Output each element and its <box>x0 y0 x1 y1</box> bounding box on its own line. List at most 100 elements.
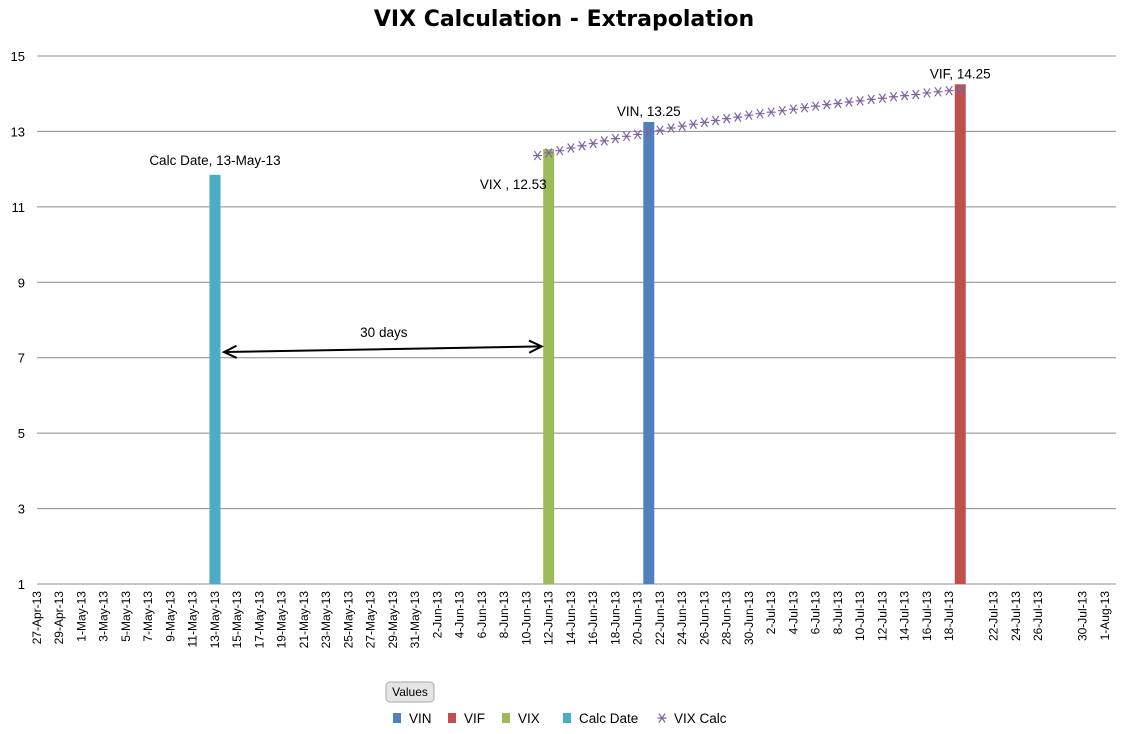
x-tick-label: 26-Jul-13 <box>1031 591 1045 641</box>
bar-vix <box>543 149 555 584</box>
vix-calc-point <box>677 121 687 131</box>
x-tick-label: 15-May-13 <box>230 591 244 649</box>
vix-calc-point <box>800 102 810 113</box>
vix-calc-point <box>866 94 876 105</box>
data-label-vif: VIF, 14.25 <box>930 66 991 81</box>
x-tick-label: 24-Jul-13 <box>1009 591 1023 641</box>
annotation-label: 30 days <box>360 325 408 340</box>
legend-label-vin: VIN <box>409 711 432 726</box>
y-tick-label: 1 <box>18 577 25 592</box>
x-tick-label: 22-Jun-13 <box>653 591 667 645</box>
vix-calc-point <box>822 99 832 110</box>
x-tick-label: 6-Jul-13 <box>809 591 823 635</box>
vix-calc-point <box>699 117 709 128</box>
x-tick-label: 4-Jul-13 <box>786 591 800 635</box>
legend-marker-calc-date <box>563 713 571 723</box>
vix-calc-point <box>533 150 543 161</box>
vix-calc-point <box>955 84 965 95</box>
legend-label-vix: VIX <box>518 711 540 726</box>
data-label-vix: VIX , 12.53 <box>480 177 547 192</box>
x-tick-label: 27-May-13 <box>364 591 378 649</box>
x-tick-label: 2-Jul-13 <box>764 591 778 635</box>
x-tick-label: 12-Jul-13 <box>875 591 889 641</box>
vix-calc-point <box>599 136 609 146</box>
vix-calc-point <box>711 115 721 126</box>
x-tick-label: 4-Jun-13 <box>453 591 467 639</box>
vix-calc-point <box>755 108 765 119</box>
vix-calc-point <box>544 148 554 158</box>
x-tick-label: 7-May-13 <box>141 591 155 642</box>
y-tick-label: 3 <box>18 502 25 517</box>
x-tick-label: 11-May-13 <box>186 591 200 648</box>
vix-calc-point <box>555 145 565 156</box>
x-tick-label: 18-Jul-13 <box>942 591 956 641</box>
legend: VIN VIF VIX Calc Date VIX Calc <box>393 711 727 726</box>
x-tick-label: 22-Jul-13 <box>987 591 1001 641</box>
vix-calc-point <box>944 85 954 96</box>
vix-calc-point <box>644 127 654 138</box>
vix-calc-point <box>911 89 921 100</box>
x-tick-label: 30-Jul-13 <box>1076 591 1090 641</box>
vix-calc-point <box>922 88 932 98</box>
values-button-box[interactable] <box>385 681 435 703</box>
y-tick-label: 11 <box>12 200 26 215</box>
x-tick-label: 5-May-13 <box>119 591 133 642</box>
arrowhead-left <box>221 344 238 359</box>
vix-calc-point <box>633 129 643 140</box>
bar-vif <box>954 84 966 585</box>
x-tick-label: 8-Jun-13 <box>497 591 511 639</box>
vix-calc-point <box>855 96 865 106</box>
annotation-arrow-line <box>223 345 542 354</box>
vix-calc-point <box>766 107 776 118</box>
vix-calc-point <box>610 133 620 144</box>
arrowhead-right <box>528 339 544 354</box>
x-tick-label: 8-Jul-13 <box>831 591 845 635</box>
x-tick-label: 31-May-13 <box>408 591 422 649</box>
x-tick-label: 19-May-13 <box>275 591 289 649</box>
vix-calc-point <box>844 97 854 107</box>
y-tick-label: 7 <box>18 351 25 366</box>
vix-calc-point <box>733 112 743 122</box>
data-label-calc-date: Calc Date, 13-May-13 <box>149 153 280 168</box>
values-button-label[interactable]: Values <box>392 685 428 699</box>
data-label-vin: VIN, 13.25 <box>617 104 681 119</box>
values-button[interactable]: Values <box>385 681 435 703</box>
x-tick-label: 29-Apr-13 <box>52 591 66 645</box>
legend-label-calc-date: Calc Date <box>579 711 638 726</box>
x-tick-label: 27-Apr-13 <box>30 591 44 645</box>
vix-calc-point <box>788 104 798 115</box>
vix-calc-point <box>622 131 632 142</box>
vix-calc-point <box>889 91 899 102</box>
y-tick-label: 5 <box>18 426 25 441</box>
grid-lines <box>37 55 1116 585</box>
x-tick-label: 6-Jun-13 <box>475 591 489 639</box>
vix-calc-point <box>777 105 787 116</box>
x-tick-label: 16-Jul-13 <box>920 591 934 641</box>
x-tick-label: 10-Jul-13 <box>853 591 867 641</box>
vix-calc-point <box>811 101 821 112</box>
legend-label-vif: VIF <box>464 711 485 726</box>
vix-calc-point <box>566 143 576 153</box>
x-tick-label: 20-Jun-13 <box>631 591 645 645</box>
x-tick-label: 2-Jun-13 <box>430 591 444 639</box>
x-tick-label: 1-May-13 <box>74 591 88 642</box>
x-axis-ticks: 27-Apr-13 29-Apr-13 1-May-13 3-May-13 5-May-… <box>30 591 1112 649</box>
x-tick-label: 12-Jun-13 <box>542 591 556 645</box>
x-tick-label: 16-Jun-13 <box>586 591 600 645</box>
x-tick-label: 17-May-13 <box>252 591 266 649</box>
bar-calc-date <box>209 174 221 585</box>
bars <box>209 84 966 585</box>
annotation: 30 days <box>221 325 544 359</box>
y-tick-label: 15 <box>11 49 25 64</box>
vix-calc-point <box>900 90 910 101</box>
x-tick-label: 28-Jun-13 <box>720 591 734 645</box>
vix-calc-point <box>877 93 887 104</box>
data-labels: VIN, 13.25 VIF, 14.25 VIX , 12.53 Calc Date… <box>149 66 990 192</box>
legend-marker-vix <box>502 713 510 723</box>
vix-calc-series <box>533 84 965 161</box>
vix-calc-point <box>655 125 665 136</box>
vix-calc-point <box>588 138 598 149</box>
x-tick-label: 18-Jun-13 <box>608 591 622 645</box>
x-tick-label: 23-May-13 <box>319 591 333 649</box>
